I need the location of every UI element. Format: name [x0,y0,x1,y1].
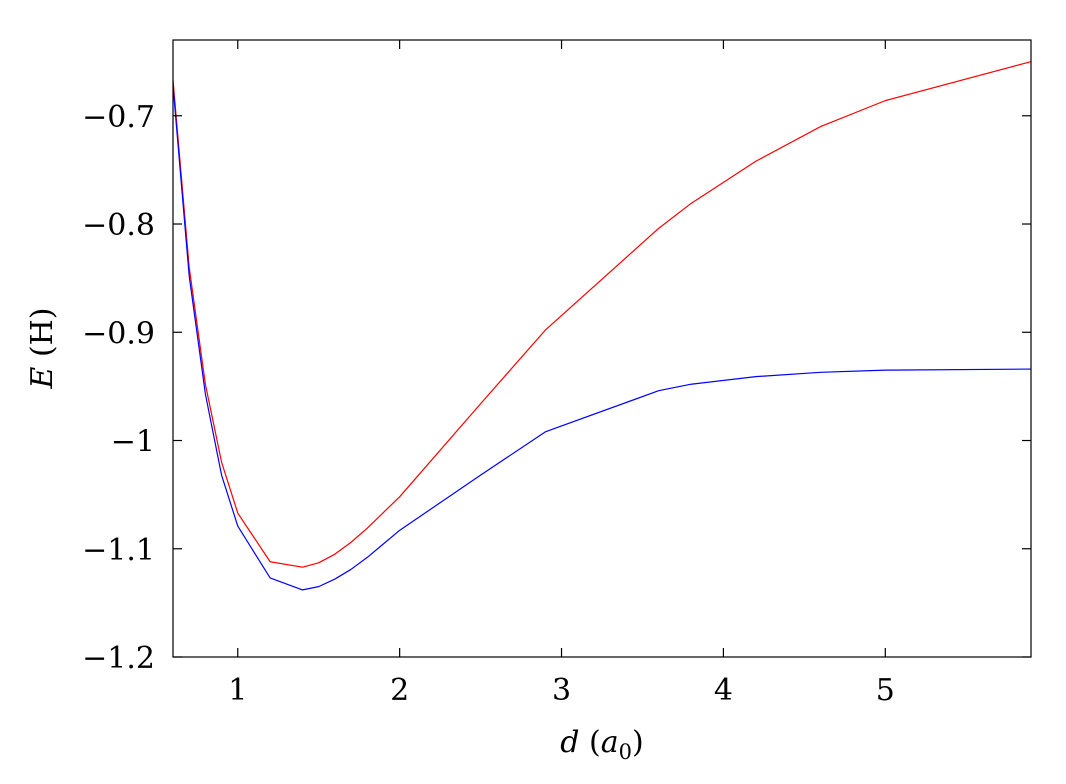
y-tick-label: −0.9 [82,316,155,351]
tick-layer: 1 2 3 4 5 −1.2 −1.1 −1 −0.9 −0.8 −0.7 [82,40,1031,708]
x-tick-label: 4 [714,673,733,708]
x-tick-label: 2 [390,673,409,708]
y-tick-label: −0.8 [82,208,155,243]
y-axis-label: E (H) [25,307,60,389]
y-tick-label: −1.2 [82,641,155,676]
series-layer [173,61,1031,591]
plot-frame [172,39,1032,658]
y-tick-label: −1.1 [82,533,155,568]
x-axis-label: d (a0) [560,725,643,764]
y-tick-label: −0.7 [82,100,155,135]
series-line-2 [173,85,1031,591]
x-tick-label: 1 [228,673,247,708]
x-tick-label: 5 [876,673,895,708]
y-tick-label: −1 [111,425,155,460]
x-tick-label: 3 [552,673,571,708]
series-line-1 [173,61,1031,568]
